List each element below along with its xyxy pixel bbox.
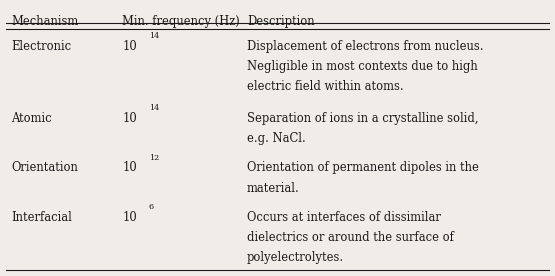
Text: e.g. NaCl.: e.g. NaCl.: [247, 132, 306, 145]
Text: Mechanism: Mechanism: [11, 15, 78, 28]
Text: Min. frequency (Hz): Min. frequency (Hz): [122, 15, 240, 28]
Text: electric field within atoms.: electric field within atoms.: [247, 80, 403, 93]
Text: Separation of ions in a crystalline solid,: Separation of ions in a crystalline soli…: [247, 112, 478, 125]
Text: Occurs at interfaces of dissimilar: Occurs at interfaces of dissimilar: [247, 211, 441, 224]
Text: Orientation of permanent dipoles in the: Orientation of permanent dipoles in the: [247, 161, 479, 174]
Text: Interfacial: Interfacial: [11, 211, 72, 224]
Text: polyelectrolytes.: polyelectrolytes.: [247, 251, 344, 264]
Text: 12: 12: [149, 154, 159, 162]
Text: Orientation: Orientation: [11, 161, 78, 174]
Text: 14: 14: [149, 32, 159, 40]
Text: 10: 10: [122, 161, 137, 174]
Text: 14: 14: [149, 104, 159, 112]
Text: Negligible in most contexts due to high: Negligible in most contexts due to high: [247, 60, 478, 73]
Text: 6: 6: [149, 203, 154, 211]
Text: Atomic: Atomic: [11, 112, 52, 125]
Text: Electronic: Electronic: [11, 40, 71, 53]
Text: 10: 10: [122, 211, 137, 224]
Text: Displacement of electrons from nucleus.: Displacement of electrons from nucleus.: [247, 40, 483, 53]
Text: 10: 10: [122, 40, 137, 53]
Text: Description: Description: [247, 15, 315, 28]
Text: 10: 10: [122, 112, 137, 125]
Text: material.: material.: [247, 182, 300, 195]
Text: dielectrics or around the surface of: dielectrics or around the surface of: [247, 231, 454, 244]
